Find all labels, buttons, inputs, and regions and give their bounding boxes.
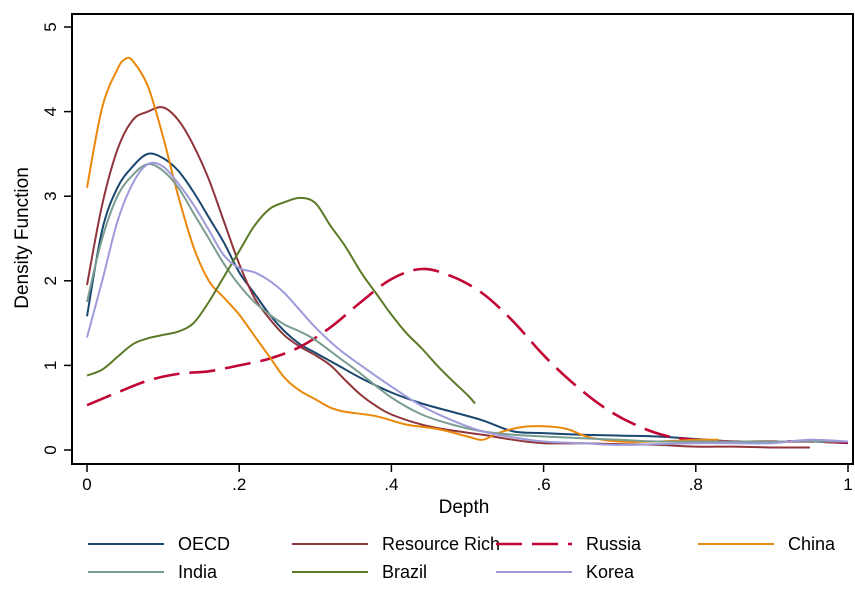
series-line-brazil: [86, 196, 476, 405]
legend: OECD Resource Rich Russia China India Brazil K…: [88, 534, 836, 582]
x-tick-label: .6: [537, 475, 551, 494]
y-axis: 0 1 2 3 4 5: [41, 22, 72, 455]
y-tick-label: 1: [41, 361, 60, 370]
y-tick-label: 4: [41, 107, 60, 116]
legend-label: Korea: [586, 562, 635, 582]
x-tick-label: .8: [689, 475, 703, 494]
series-line-korea: [86, 161, 849, 446]
y-axis-title: Density Function: [12, 167, 33, 309]
y-tick-label: 5: [41, 22, 60, 31]
legend-label: Resource Rich: [382, 534, 500, 554]
series-line-oecd: [86, 152, 849, 445]
y-tick-label: 2: [41, 276, 60, 285]
legend-label: OECD: [178, 534, 230, 554]
legend-label: Brazil: [382, 562, 427, 582]
x-axis-title: Depth: [439, 497, 490, 518]
y-tick-label: 0: [41, 445, 60, 454]
x-tick-label: .4: [384, 475, 398, 494]
x-axis: 0 .2 .4 .6 .8 1: [82, 464, 853, 494]
legend-label: Russia: [586, 534, 642, 554]
plot-frame: [71, 13, 854, 465]
x-tick-label: 1: [843, 475, 852, 494]
series-line-india: [86, 162, 848, 443]
x-tick-label: .2: [232, 475, 246, 494]
series-line-resource-rich: [86, 106, 810, 449]
x-tick-label: 0: [82, 475, 91, 494]
legend-label: India: [178, 562, 218, 582]
legend-label: China: [788, 534, 836, 554]
series-layer: [86, 56, 849, 449]
y-tick-label: 3: [41, 191, 60, 200]
series-line-china: [86, 56, 719, 443]
